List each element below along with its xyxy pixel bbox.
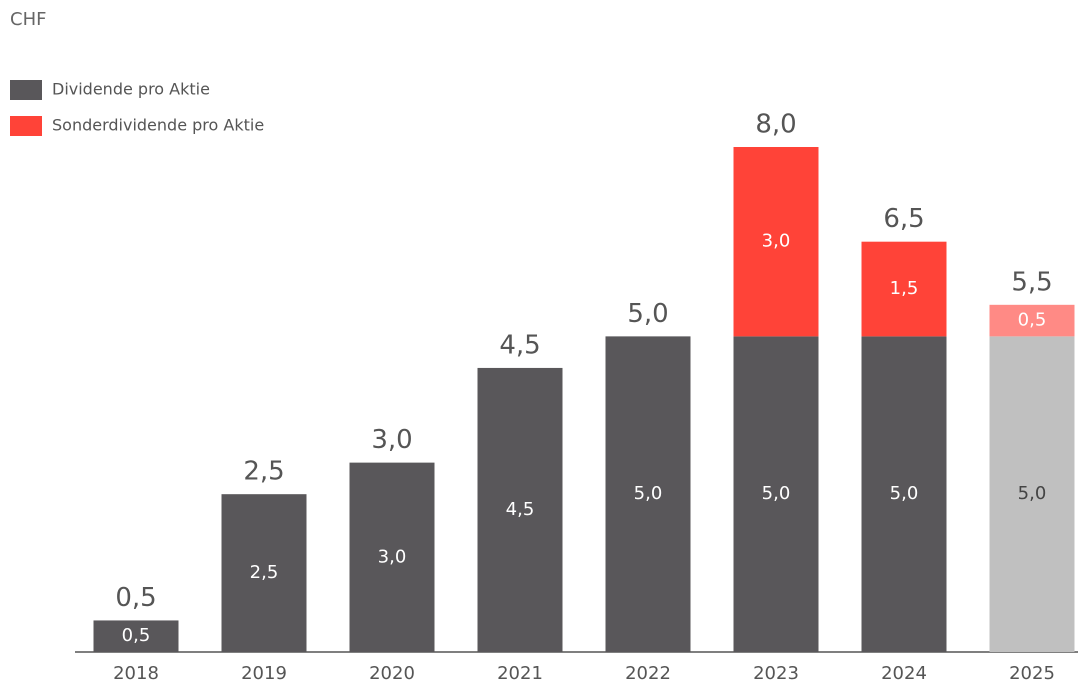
legend-swatch bbox=[10, 116, 42, 136]
value-label: 5,0 bbox=[890, 483, 919, 504]
legend-label: Sonderdividende pro Aktie bbox=[52, 116, 264, 135]
value-label: 5,0 bbox=[762, 483, 791, 504]
value-label: 0,5 bbox=[122, 625, 151, 646]
value-label: 5,0 bbox=[634, 483, 663, 504]
value-label: 3,0 bbox=[378, 546, 407, 567]
total-label: 5,5 bbox=[1011, 267, 1052, 297]
x-tick-label: 2020 bbox=[369, 663, 415, 684]
x-tick-label: 2019 bbox=[241, 663, 287, 684]
value-label: 3,0 bbox=[762, 231, 791, 252]
value-label: 1,5 bbox=[890, 278, 919, 299]
bar-segment bbox=[733, 147, 819, 337]
x-tick-label: 2023 bbox=[753, 663, 799, 684]
legend-label: Dividende pro Aktie bbox=[52, 80, 210, 99]
bar-segment bbox=[605, 336, 691, 652]
total-label: 3,0 bbox=[371, 425, 412, 455]
x-tick-label: 2025 bbox=[1009, 663, 1055, 684]
x-tick-label: 2018 bbox=[113, 663, 159, 684]
bar-segment bbox=[861, 241, 947, 337]
legend-swatch bbox=[10, 80, 42, 100]
bar-segment bbox=[861, 336, 947, 652]
value-label: 4,5 bbox=[506, 499, 535, 520]
x-tick-label: 2022 bbox=[625, 663, 671, 684]
bar-segment bbox=[733, 336, 819, 652]
bar-segment bbox=[221, 494, 307, 652]
total-label: 2,5 bbox=[243, 457, 284, 487]
bar-segment bbox=[989, 304, 1075, 337]
total-label: 8,0 bbox=[755, 110, 796, 140]
bar-segment bbox=[93, 620, 179, 652]
unit-label: CHF bbox=[10, 9, 46, 30]
total-label: 5,0 bbox=[627, 299, 668, 329]
x-tick-label: 2021 bbox=[497, 663, 543, 684]
value-label: 5,0 bbox=[1018, 483, 1047, 504]
total-label: 6,5 bbox=[883, 204, 924, 234]
value-label: 0,5 bbox=[1018, 310, 1047, 331]
total-label: 4,5 bbox=[499, 330, 540, 360]
bar-segment bbox=[349, 462, 435, 652]
bar-segment bbox=[989, 336, 1075, 652]
x-tick-label: 2024 bbox=[881, 663, 927, 684]
total-label: 0,5 bbox=[115, 583, 156, 613]
value-label: 2,5 bbox=[250, 562, 279, 583]
bar-segment bbox=[477, 367, 563, 652]
